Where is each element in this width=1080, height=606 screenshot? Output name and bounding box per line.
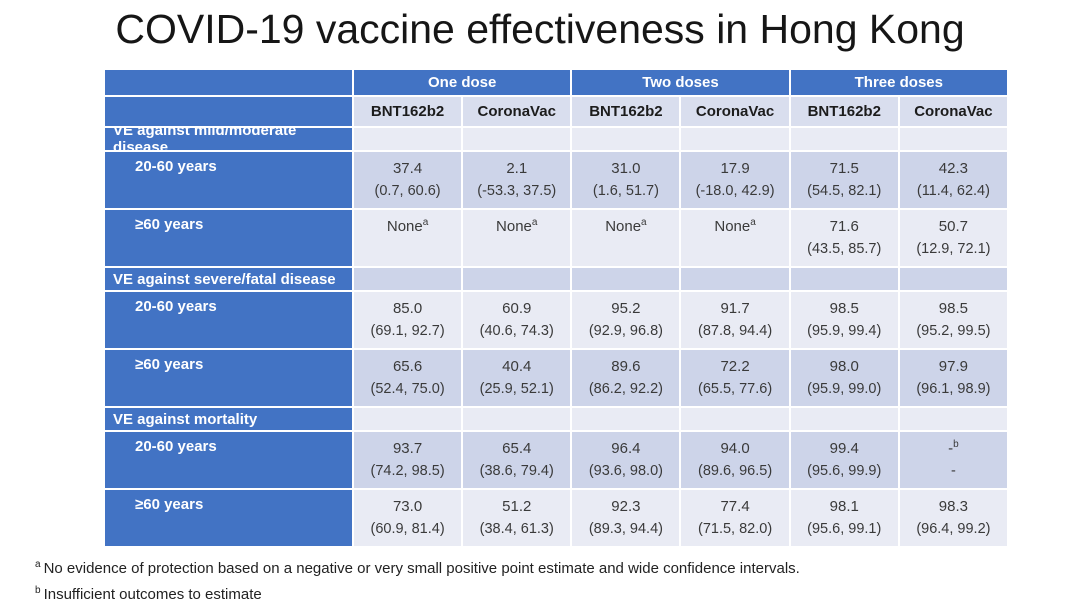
data-cell: 37.4 (0.7, 60.6) xyxy=(354,152,462,208)
data-cell: 98.0 (95.9, 99.0) xyxy=(790,350,898,406)
dose-header-row: One dose Two doses Three doses xyxy=(105,70,1007,95)
data-cell: 2.1 (-53.3, 37.5) xyxy=(463,152,571,208)
data-cell: 50.7 (12.9, 72.1) xyxy=(899,210,1007,266)
data-cell: 71.6 (43.5, 85.7) xyxy=(790,210,898,266)
data-cell: 40.4 (25.9, 52.1) xyxy=(463,350,571,406)
table-row: 20-60 years 93.7 (74.2, 98.5) 65.4 (38.6, … xyxy=(105,432,1007,488)
footnotes: a No evidence of protection based on a ne… xyxy=(35,554,800,606)
footnote-a: a No evidence of protection based on a ne… xyxy=(35,559,800,577)
corner-cell xyxy=(105,70,352,95)
data-cell: 71.5 (54.5, 82.1) xyxy=(790,152,898,208)
table-row: 20-60 years 37.4 (0.7, 60.6) 2.1 (-53.3, 3… xyxy=(105,152,1007,208)
row-label: ≥60 years xyxy=(105,210,352,266)
table-row: ≥60 years 73.0 (60.9, 81.4) 51.2 (38.4, 61… xyxy=(105,490,1007,546)
data-cell: 98.3 (96.4, 99.2) xyxy=(899,490,1007,546)
data-cell: 72.2 (65.5, 77.6) xyxy=(681,350,789,406)
data-cell: 93.7 (74.2, 98.5) xyxy=(354,432,462,488)
dose-header-two-doses: Two doses xyxy=(572,70,789,95)
row-label: 20-60 years xyxy=(105,152,352,208)
data-cell: Nonea xyxy=(354,210,462,266)
brand-header: BNT162b2 xyxy=(790,97,898,126)
row-label: 20-60 years xyxy=(105,292,352,348)
section-header-row: VE against mild/moderate disease xyxy=(105,128,1007,150)
table-row: ≥60 years Nonea Nonea Nonea Nonea 71.6 (4… xyxy=(105,210,1007,266)
data-cell: 91.7 (87.8, 94.4) xyxy=(681,292,789,348)
data-cell: 89.6 (86.2, 92.2) xyxy=(572,350,680,406)
data-cell: 94.0 (89.6, 96.5) xyxy=(681,432,789,488)
data-cell: Nonea xyxy=(572,210,680,266)
brand-header: BNT162b2 xyxy=(354,97,462,126)
corner-cell-2 xyxy=(105,97,352,126)
data-cell: -b - xyxy=(899,432,1007,488)
data-cell: 99.4 (95.6, 99.9) xyxy=(790,432,898,488)
data-cell: 98.5 (95.2, 99.5) xyxy=(899,292,1007,348)
section-label-mortality: VE against mortality xyxy=(105,408,352,430)
data-cell: 65.6 (52.4, 75.0) xyxy=(354,350,462,406)
data-cell: 98.1 (95.6, 99.1) xyxy=(790,490,898,546)
brand-header: CoronaVac xyxy=(681,97,789,126)
table-row: 20-60 years 85.0 (69.1, 92.7) 60.9 (40.6, … xyxy=(105,292,1007,348)
data-cell: 95.2 (92.9, 96.8) xyxy=(572,292,680,348)
vaccine-effectiveness-table: One dose Two doses Three doses BNT162b2 … xyxy=(105,70,1007,548)
dose-header-three-doses: Three doses xyxy=(790,70,1007,95)
section-label-severe-fatal: VE against severe/fatal disease xyxy=(105,268,352,290)
data-cell: 42.3 (11.4, 62.4) xyxy=(899,152,1007,208)
row-label: ≥60 years xyxy=(105,490,352,546)
brand-header: CoronaVac xyxy=(463,97,571,126)
section-header-row: VE against severe/fatal disease xyxy=(105,268,1007,290)
data-cell: 97.9 (96.1, 98.9) xyxy=(899,350,1007,406)
page-title: COVID-19 vaccine effectiveness in Hong K… xyxy=(115,6,965,52)
section-label-mild-moderate: VE against mild/moderate disease xyxy=(105,128,352,150)
data-cell: 65.4 (38.6, 79.4) xyxy=(463,432,571,488)
data-cell: 77.4 (71.5, 82.0) xyxy=(681,490,789,546)
data-cell: 96.4 (93.6, 98.0) xyxy=(572,432,680,488)
row-label: 20-60 years xyxy=(105,432,352,488)
dose-header-one-dose: One dose xyxy=(354,70,571,95)
row-label: ≥60 years xyxy=(105,350,352,406)
data-cell: 31.0 (1.6, 51.7) xyxy=(572,152,680,208)
data-cell: 60.9 (40.6, 74.3) xyxy=(463,292,571,348)
brand-header: CoronaVac xyxy=(899,97,1007,126)
table-row: ≥60 years 65.6 (52.4, 75.0) 40.4 (25.9, 52… xyxy=(105,350,1007,406)
data-cell: 73.0 (60.9, 81.4) xyxy=(354,490,462,546)
footnote-b: b Insufficient outcomes to estimate xyxy=(35,585,262,603)
data-cell: 51.2 (38.4, 61.3) xyxy=(463,490,571,546)
data-cell: Nonea xyxy=(681,210,789,266)
brand-header: BNT162b2 xyxy=(572,97,680,126)
data-cell: 98.5 (95.9, 99.4) xyxy=(790,292,898,348)
section-header-row: VE against mortality xyxy=(105,408,1007,430)
data-cell: 17.9 (-18.0, 42.9) xyxy=(681,152,789,208)
brand-header-row: BNT162b2 CoronaVac BNT162b2 CoronaVac BN… xyxy=(105,97,1007,126)
data-cell: Nonea xyxy=(463,210,571,266)
data-cell: 85.0 (69.1, 92.7) xyxy=(354,292,462,348)
data-cell: 92.3 (89.3, 94.4) xyxy=(572,490,680,546)
